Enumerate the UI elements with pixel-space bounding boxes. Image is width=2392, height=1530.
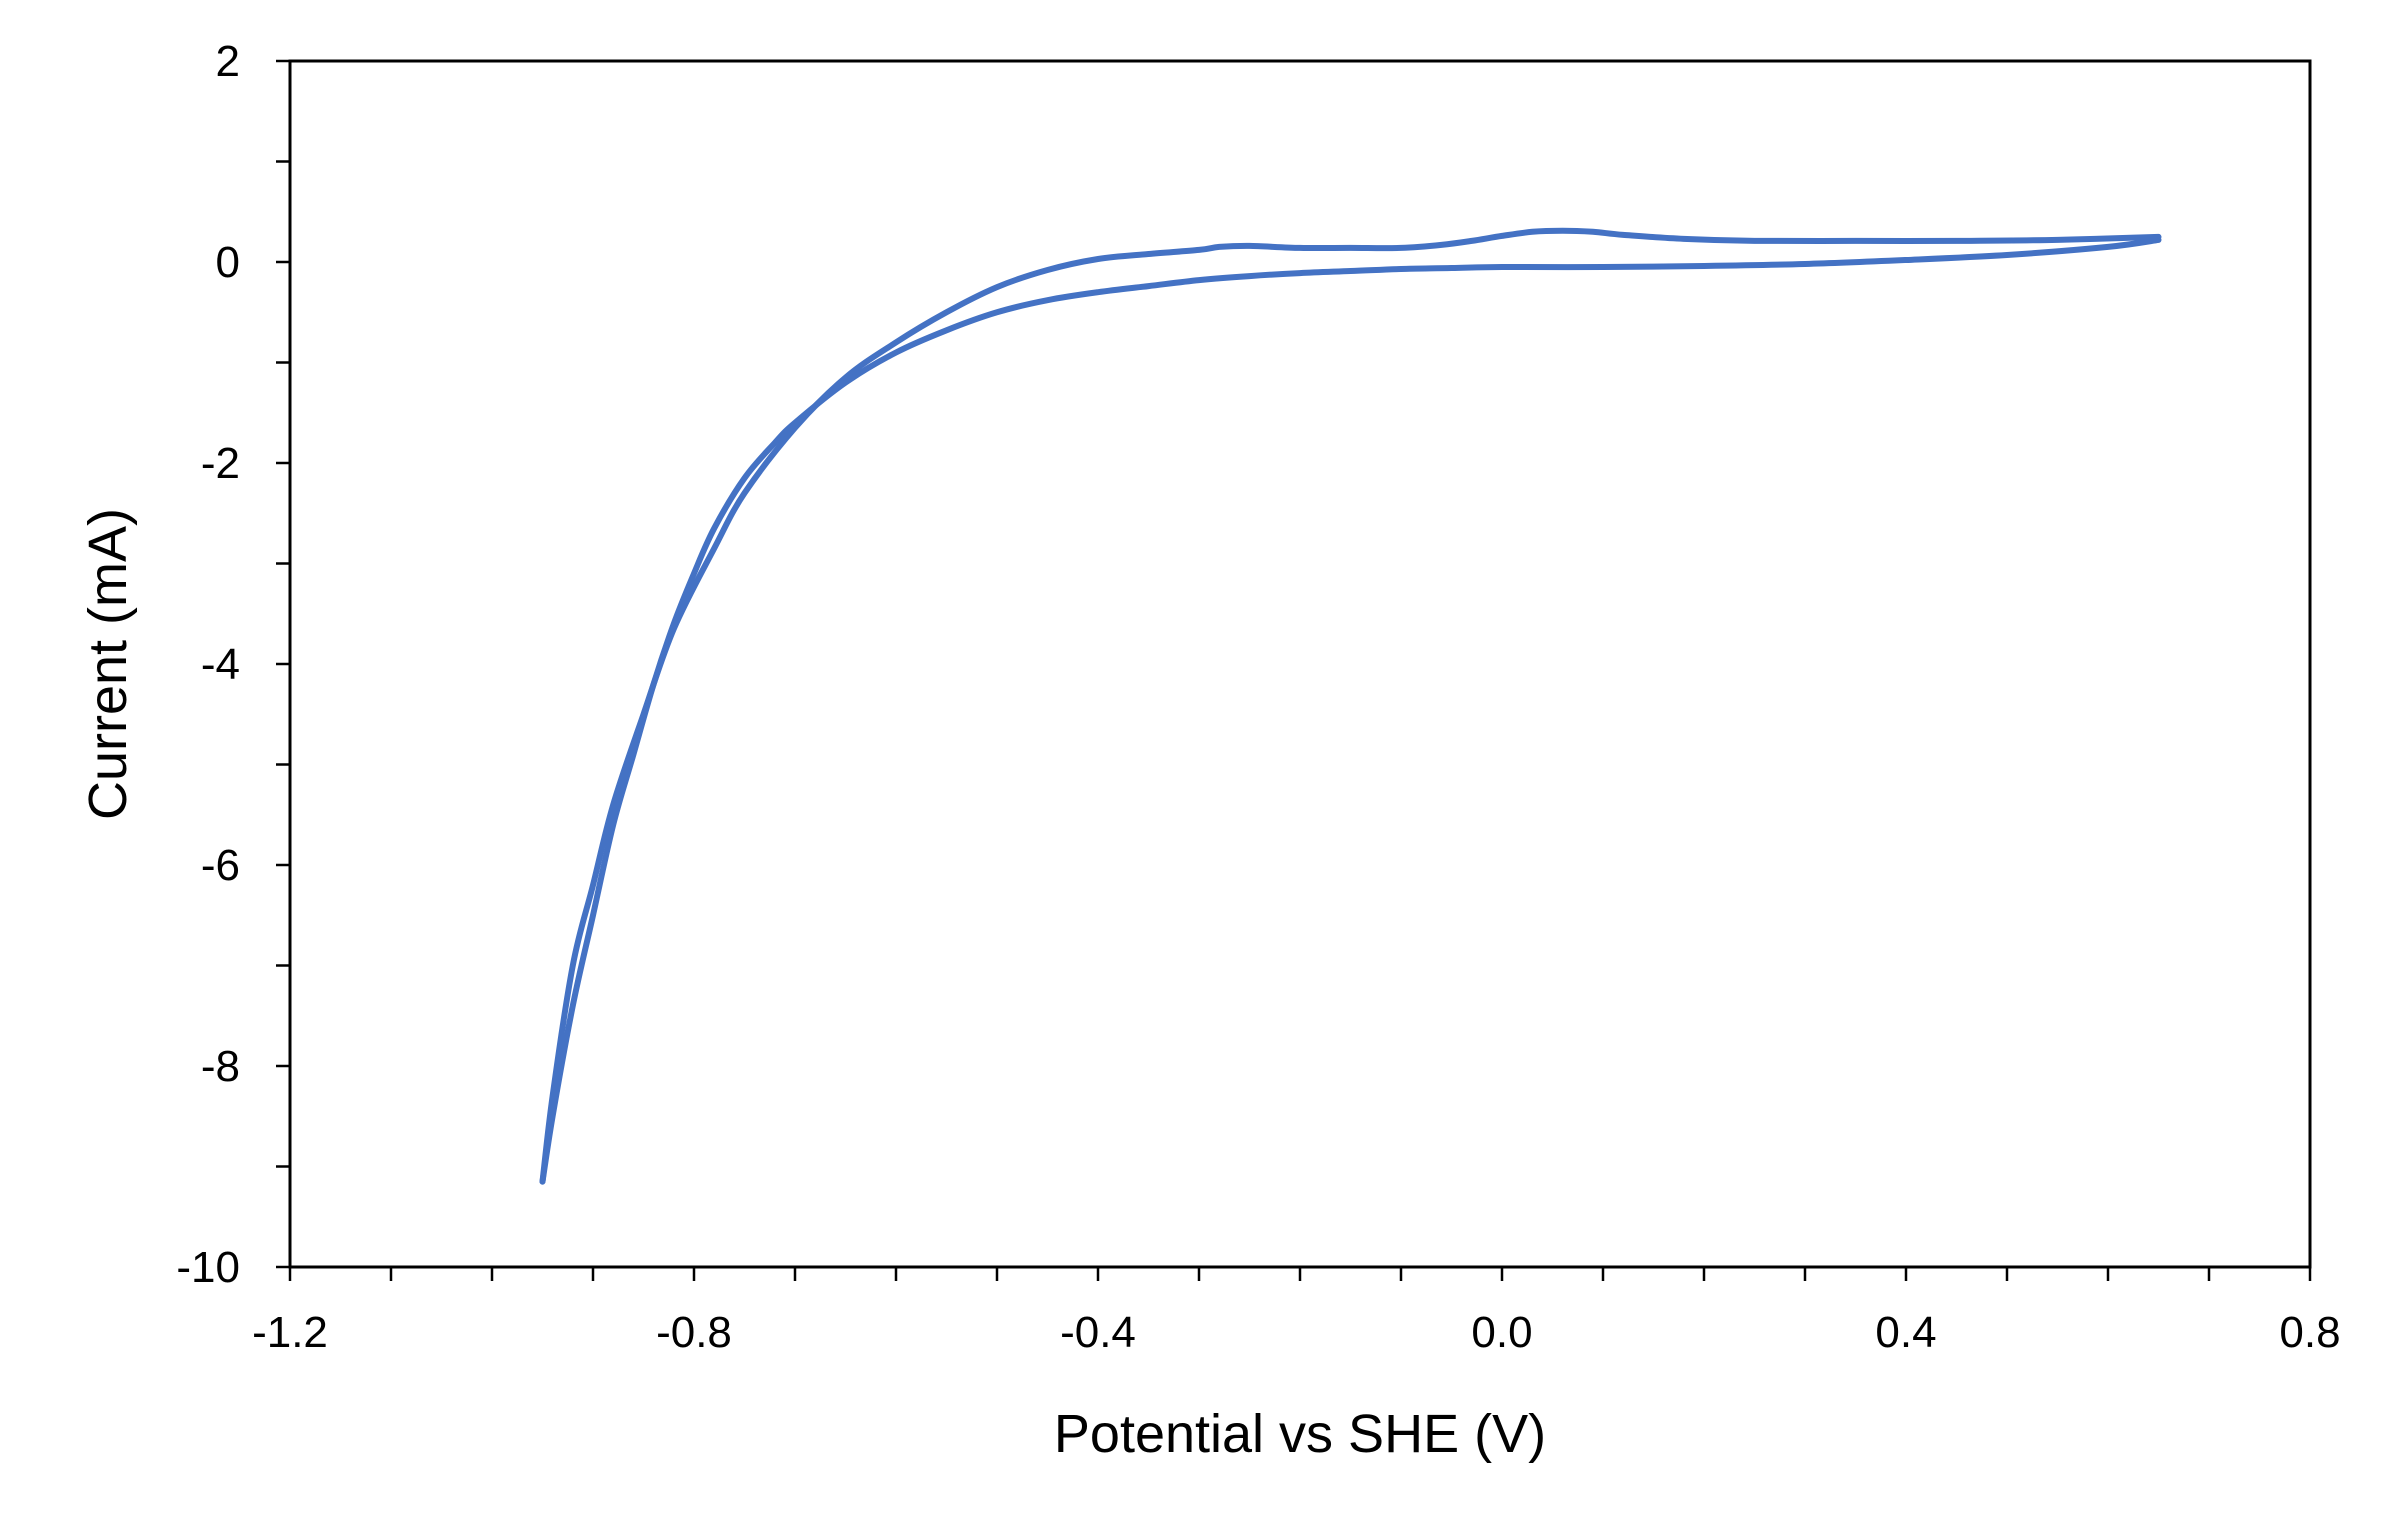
y-axis-title: Current (mA) <box>78 508 138 820</box>
x-tick-label: -0.4 <box>1060 1308 1136 1357</box>
x-tick-labels: -1.2 -0.8 -0.4 0.0 0.4 0.8 <box>252 1308 2341 1357</box>
y-minor-ticks <box>276 59 290 1269</box>
x-tick-label: -0.8 <box>656 1308 732 1357</box>
series-group <box>539 227 2162 1185</box>
x-tick-label: -1.2 <box>252 1308 328 1357</box>
cv-sweep-line <box>539 227 2162 1185</box>
x-tick-label: 0.8 <box>2279 1308 2340 1357</box>
y-tick-label: -2 <box>201 439 240 488</box>
x-tick-label: 0.0 <box>1471 1308 1532 1357</box>
x-axis-title: Potential vs SHE (V) <box>1054 1404 1546 1464</box>
y-tick-labels: 2 0 -2 -4 -6 -8 -10 <box>176 37 240 1292</box>
y-tick-label: -6 <box>201 841 240 890</box>
x-minor-ticks <box>288 1267 2312 1281</box>
x-tick-label: 0.4 <box>1875 1308 1936 1357</box>
y-tick-label: -10 <box>176 1243 240 1292</box>
y-tick-label: 2 <box>216 37 240 86</box>
y-tick-label: -4 <box>201 640 240 689</box>
cv-sweep-line <box>539 236 2162 1185</box>
y-tick-label: -8 <box>201 1042 240 1091</box>
y-tick-label: 0 <box>216 238 240 287</box>
